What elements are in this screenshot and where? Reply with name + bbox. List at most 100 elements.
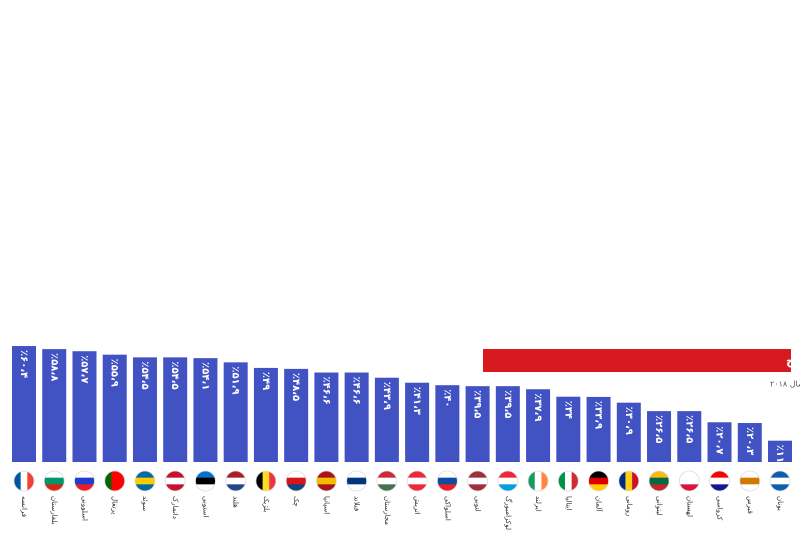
x-tick-label: اسلوونی: [80, 496, 88, 521]
data-label: ٪۴۱،۳: [411, 387, 422, 415]
data-label: ٪۵۴،۱: [199, 362, 210, 390]
data-label: ٪۴۶،۶: [351, 377, 362, 405]
flag-icon: [588, 471, 609, 491]
bar: [193, 358, 218, 462]
flag-icon: [679, 471, 700, 491]
bar: [132, 357, 157, 462]
bar: [526, 389, 551, 462]
flag-outline: [285, 470, 307, 492]
bar: [314, 372, 339, 462]
flag-outline: [104, 470, 126, 492]
data-label: ٪۲۶،۵: [653, 415, 664, 443]
flag-outline: [497, 470, 519, 492]
flag-outline: [376, 470, 398, 492]
bar: [707, 422, 732, 462]
flag-outline: [557, 470, 579, 492]
bar: [72, 351, 97, 462]
flag-icon: [437, 471, 458, 491]
x-tick-label: آلمان: [595, 496, 604, 512]
x-tick-label: اسلواکی: [443, 496, 451, 521]
data-label: ٪۱۱،۱: [774, 445, 785, 473]
x-tick-label: استونی: [201, 496, 209, 517]
x-tick-label: هلند: [232, 496, 240, 508]
bar: [495, 386, 520, 462]
data-label: ٪۴۸،۵: [290, 373, 301, 401]
x-tick-label: قبرس: [746, 496, 754, 514]
data-label: ٪۶۰،۴: [18, 350, 29, 378]
bar: [586, 396, 611, 462]
x-tick-label: اسپانیا: [322, 496, 330, 514]
flag-outline: [43, 470, 65, 492]
data-label: ٪۵۸،۸: [48, 353, 59, 381]
flag-icon: [618, 471, 639, 491]
data-label: ٪۵۵،۹: [109, 359, 120, 387]
data-label: ٪۳۹،۵: [502, 390, 513, 418]
x-tick-label: ایرلند: [534, 496, 542, 512]
x-tick-label: چک: [292, 496, 300, 507]
flag-outline: [769, 470, 791, 492]
flag-outline: [225, 470, 247, 492]
bar: [12, 346, 36, 462]
flag-icon: [74, 471, 95, 491]
flag-icon: [286, 471, 307, 491]
x-tick-label: بلژیک: [262, 496, 270, 512]
x-tick-label: رومانی: [625, 496, 633, 516]
bar: [42, 349, 67, 462]
data-label: ٪۲۰،۳: [744, 427, 755, 455]
x-tick-label: دانمارک: [171, 496, 179, 519]
flag-icon: [376, 471, 397, 491]
flag-icon: [649, 471, 670, 491]
bar: [435, 385, 460, 462]
data-label: ٪۳۴: [562, 401, 573, 419]
flag-outline: [436, 470, 458, 492]
flag-icon: [497, 471, 518, 491]
x-tick-label: ایتالیا: [564, 496, 572, 511]
data-label: ٪۳۰،۹: [623, 407, 634, 435]
bar: [647, 411, 672, 462]
bar: [374, 377, 399, 462]
bar: [405, 382, 430, 462]
flag-icon: [528, 471, 549, 491]
data-label: ٪۳۷،۹: [532, 393, 543, 421]
flag-icon: [709, 471, 730, 491]
data-label: ٪۵۷،۷: [78, 355, 89, 383]
data-label: ٪۲۶،۵: [683, 415, 694, 443]
flag-outline: [709, 470, 730, 492]
bar: [677, 411, 702, 462]
x-tick-label: کرواسی: [716, 496, 724, 521]
data-label: ٪۴۳،۹: [381, 382, 392, 410]
data-label: ٪۴۶،۶: [320, 377, 331, 405]
flag-outline: [588, 470, 609, 492]
bar: [737, 423, 762, 462]
bar: [344, 372, 369, 462]
data-label: ٪۴۹: [260, 372, 271, 390]
x-tick-label: لیتوانی: [655, 496, 663, 516]
flag-outline: [678, 470, 700, 492]
flag-outline: [739, 470, 761, 492]
x-tick-label: لهستان: [685, 496, 693, 517]
flag-outline: [527, 470, 549, 492]
flag-outline: [467, 470, 489, 492]
x-tick-label: اتریش: [413, 496, 421, 515]
flag-icon: [14, 471, 34, 491]
bar: [163, 357, 188, 462]
flag-outline: [346, 470, 368, 492]
flag-icon: [195, 471, 216, 491]
chart-subtitle: سهم زایمان خارج از ازدواج در اتحادیه ارو…: [770, 380, 800, 389]
x-tick-label: یونان: [776, 496, 784, 511]
bar: [102, 354, 127, 462]
bar: [768, 440, 792, 462]
chart-title: فرانسه؛ دارای بیشترین تعداد نوزاد متولد …: [786, 354, 800, 369]
x-tick-label: فرانسه: [20, 496, 28, 517]
flag-outline: [74, 470, 95, 492]
flag-icon: [44, 471, 65, 491]
x-tick-label: پرتغال: [111, 496, 119, 514]
flag-icon: [225, 471, 246, 491]
flag-outline: [164, 470, 186, 492]
x-tick-label: لوکزامبورگ: [504, 496, 513, 530]
bar: [284, 368, 309, 462]
flag-outline: [406, 470, 428, 492]
data-label: ٪۵۱،۹: [230, 366, 241, 394]
title-box: [483, 349, 791, 372]
